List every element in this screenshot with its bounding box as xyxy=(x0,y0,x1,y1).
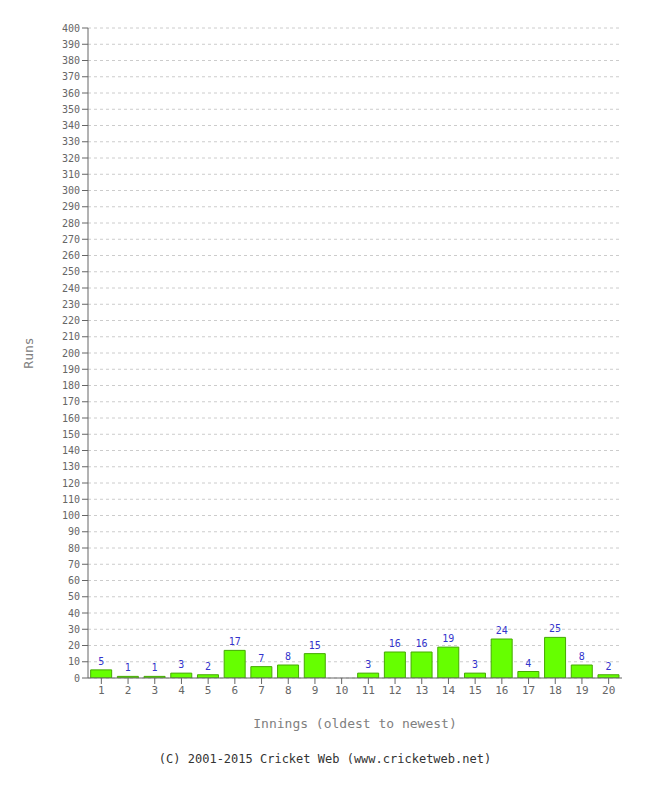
svg-text:90: 90 xyxy=(68,526,80,537)
svg-text:380: 380 xyxy=(62,55,80,66)
svg-text:70: 70 xyxy=(68,559,80,570)
svg-text:400: 400 xyxy=(62,23,80,34)
svg-text:24: 24 xyxy=(496,625,508,636)
svg-text:2: 2 xyxy=(605,661,611,672)
svg-text:80: 80 xyxy=(68,543,80,554)
svg-text:120: 120 xyxy=(62,478,80,489)
svg-text:340: 340 xyxy=(62,120,80,131)
svg-text:9: 9 xyxy=(312,684,319,697)
svg-text:17: 17 xyxy=(229,636,241,647)
svg-text:40: 40 xyxy=(68,608,80,619)
svg-text:1: 1 xyxy=(125,662,131,673)
svg-text:260: 260 xyxy=(62,250,80,261)
svg-text:6: 6 xyxy=(232,684,239,697)
svg-text:230: 230 xyxy=(62,299,80,310)
svg-text:3: 3 xyxy=(472,659,478,670)
svg-text:8: 8 xyxy=(285,651,291,662)
svg-text:190: 190 xyxy=(62,364,80,375)
svg-text:4: 4 xyxy=(525,658,531,669)
svg-text:2: 2 xyxy=(125,684,132,697)
svg-text:200: 200 xyxy=(62,348,80,359)
svg-text:0: 0 xyxy=(74,673,80,684)
svg-text:3: 3 xyxy=(365,659,371,670)
svg-text:320: 320 xyxy=(62,153,80,164)
svg-text:8: 8 xyxy=(285,684,292,697)
svg-text:310: 310 xyxy=(62,169,80,180)
svg-text:17: 17 xyxy=(522,684,535,697)
svg-text:19: 19 xyxy=(442,633,454,644)
svg-text:20: 20 xyxy=(602,684,615,697)
svg-text:13: 13 xyxy=(415,684,428,697)
svg-text:25: 25 xyxy=(549,623,561,634)
svg-text:300: 300 xyxy=(62,185,80,196)
svg-text:150: 150 xyxy=(62,429,80,440)
svg-text:220: 220 xyxy=(62,315,80,326)
svg-text:330: 330 xyxy=(62,136,80,147)
svg-text:110: 110 xyxy=(62,494,80,505)
svg-text:7: 7 xyxy=(258,684,265,697)
svg-text:60: 60 xyxy=(68,575,80,586)
svg-text:240: 240 xyxy=(62,283,80,294)
svg-text:2: 2 xyxy=(205,661,211,672)
svg-text:130: 130 xyxy=(62,461,80,472)
svg-text:15: 15 xyxy=(309,640,321,651)
svg-text:50: 50 xyxy=(68,591,80,602)
svg-text:170: 170 xyxy=(62,396,80,407)
svg-text:1: 1 xyxy=(98,684,105,697)
svg-text:5: 5 xyxy=(205,684,212,697)
svg-text:5: 5 xyxy=(98,656,104,667)
svg-text:1: 1 xyxy=(152,662,158,673)
svg-text:14: 14 xyxy=(442,684,456,697)
svg-text:16: 16 xyxy=(495,684,508,697)
html-text:(C) 2001-2015 Cricket Web (www: (C) 2001-2015 Cricket Web (www.cricketwe… xyxy=(158,752,492,766)
svg-text:370: 370 xyxy=(62,71,80,82)
svg-text:140: 140 xyxy=(62,445,80,456)
svg-text:350: 350 xyxy=(62,104,80,115)
svg-text:290: 290 xyxy=(62,201,80,212)
svg-text:270: 270 xyxy=(62,234,80,245)
svg-text:280: 280 xyxy=(62,218,80,229)
svg-text:10: 10 xyxy=(68,656,80,667)
svg-text:16: 16 xyxy=(389,638,401,649)
svg-text:4: 4 xyxy=(178,684,185,697)
svg-text:250: 250 xyxy=(62,266,80,277)
svg-text:100: 100 xyxy=(62,510,80,521)
svg-text:15: 15 xyxy=(469,684,482,697)
svg-text:210: 210 xyxy=(62,331,80,342)
svg-text:12: 12 xyxy=(388,684,401,697)
svg-text:Runs: Runs xyxy=(21,337,36,368)
svg-text:10: 10 xyxy=(335,684,348,697)
svg-text:19: 19 xyxy=(575,684,588,697)
svg-text:18: 18 xyxy=(549,684,562,697)
svg-text:20: 20 xyxy=(68,640,80,651)
svg-text:11: 11 xyxy=(362,684,375,697)
svg-text:8: 8 xyxy=(579,651,585,662)
svg-text:30: 30 xyxy=(68,624,80,635)
svg-text:Innings (oldest to newest): Innings (oldest to newest) xyxy=(253,716,457,731)
svg-text:3: 3 xyxy=(151,684,158,697)
svg-text:16: 16 xyxy=(416,638,428,649)
svg-text:3: 3 xyxy=(178,659,184,670)
svg-text:360: 360 xyxy=(62,88,80,99)
svg-text:160: 160 xyxy=(62,413,80,424)
svg-text:390: 390 xyxy=(62,39,80,50)
svg-text:180: 180 xyxy=(62,380,80,391)
svg-text:7: 7 xyxy=(258,653,264,664)
